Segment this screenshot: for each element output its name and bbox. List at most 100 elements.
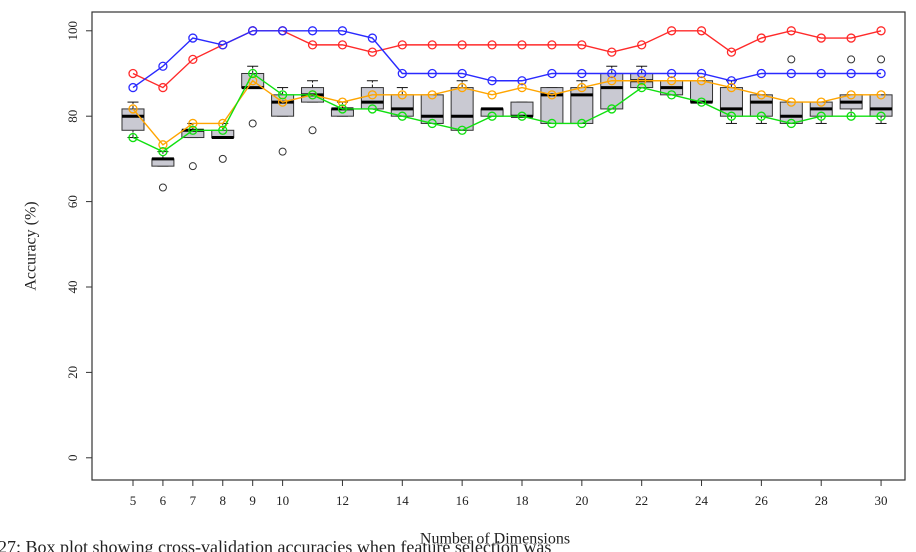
y-tick-label: 40 xyxy=(65,280,80,293)
series-point xyxy=(188,54,198,65)
series-point xyxy=(786,118,796,129)
series-point xyxy=(277,90,288,100)
x-tick-label: 26 xyxy=(755,493,769,508)
series-point xyxy=(487,90,497,100)
x-tick-label: 9 xyxy=(249,493,256,508)
series-point xyxy=(786,68,796,79)
series-point xyxy=(277,97,288,107)
series-point xyxy=(277,26,288,36)
series-point xyxy=(607,76,617,86)
series-point xyxy=(487,40,497,50)
x-tick-label: 30 xyxy=(875,493,888,508)
series-point xyxy=(547,90,557,100)
series-point xyxy=(876,90,886,100)
y-tick-label: 100 xyxy=(65,21,80,41)
outlier xyxy=(308,126,317,135)
series-point xyxy=(607,47,617,57)
box xyxy=(749,94,773,117)
series-point xyxy=(397,90,407,100)
series-point xyxy=(696,26,707,36)
series-point xyxy=(128,132,138,143)
series-point xyxy=(666,68,677,79)
series-point xyxy=(577,68,587,79)
x-tick-label: 20 xyxy=(575,493,588,508)
series-point xyxy=(367,47,378,57)
series-point xyxy=(756,68,767,79)
series-point xyxy=(637,68,647,79)
series-line xyxy=(132,79,882,146)
box xyxy=(121,108,145,131)
series-point xyxy=(337,26,348,36)
series-point xyxy=(666,76,677,86)
series-point xyxy=(816,68,826,79)
series-point xyxy=(696,76,707,86)
series-line xyxy=(132,30,882,89)
x-tick-label: 10 xyxy=(276,493,289,508)
x-axis-title: Number of Dimensions xyxy=(420,531,570,548)
series-point xyxy=(427,118,437,129)
series-point xyxy=(158,146,168,157)
x-tick-label: 8 xyxy=(220,493,227,508)
box xyxy=(390,94,414,117)
x-tick-label: 28 xyxy=(815,493,828,508)
x-tick-label: 22 xyxy=(635,493,648,508)
series-point xyxy=(756,111,767,121)
outlier xyxy=(787,55,796,64)
series-point xyxy=(816,33,826,43)
x-tick-label: 12 xyxy=(336,493,349,508)
series-point xyxy=(666,26,677,36)
x-tick-label: 6 xyxy=(160,493,167,508)
series-point xyxy=(128,68,138,79)
box xyxy=(690,80,714,103)
series-point xyxy=(607,104,617,114)
series-point xyxy=(457,40,467,50)
series-point xyxy=(846,111,856,121)
series-point xyxy=(397,68,407,79)
series-point xyxy=(696,97,707,107)
series-line xyxy=(132,72,882,153)
series-point xyxy=(457,125,467,135)
series-point xyxy=(726,111,737,121)
y-tick-label: 20 xyxy=(65,366,80,379)
series-point xyxy=(577,82,587,93)
series-point xyxy=(637,82,647,93)
series-point xyxy=(786,26,796,36)
series-point xyxy=(517,40,527,50)
series-point xyxy=(397,111,407,121)
series-point xyxy=(397,40,407,50)
series-point xyxy=(337,40,348,50)
outlier xyxy=(877,55,886,64)
series-point xyxy=(666,90,677,100)
series-point xyxy=(876,68,886,79)
series-point xyxy=(367,33,378,43)
series-point xyxy=(427,40,437,50)
outlier xyxy=(847,55,856,64)
series-point xyxy=(756,90,767,100)
box xyxy=(450,87,474,131)
series-point xyxy=(786,97,796,107)
series-point xyxy=(577,40,587,50)
series-point xyxy=(427,90,437,100)
box xyxy=(779,101,803,124)
series-point xyxy=(487,76,497,86)
x-tick-label: 5 xyxy=(130,493,137,508)
series-point xyxy=(248,68,258,79)
outlier xyxy=(248,119,257,128)
box xyxy=(570,87,594,124)
series-point xyxy=(248,26,258,36)
series-point xyxy=(218,125,228,135)
y-axis-title: Accuracy (%) xyxy=(23,201,40,290)
x-tick-label: 24 xyxy=(695,493,709,508)
series-point xyxy=(547,68,557,79)
series-point xyxy=(337,97,348,107)
x-tick-label: 18 xyxy=(515,493,528,508)
box xyxy=(869,94,893,117)
series-point xyxy=(188,118,198,129)
series-point xyxy=(517,111,527,121)
series-point xyxy=(696,68,707,79)
x-tick-label: 7 xyxy=(190,493,197,508)
series-point xyxy=(846,90,856,100)
series-point xyxy=(547,40,557,50)
series-point xyxy=(487,111,497,121)
